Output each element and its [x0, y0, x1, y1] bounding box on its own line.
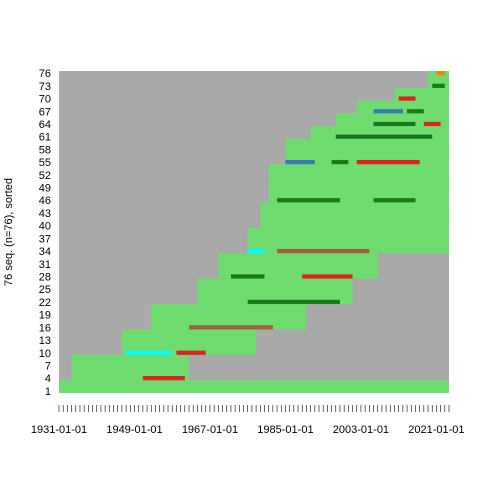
y-tick-label: 43: [39, 208, 51, 220]
seq-64-segment-1: [335, 113, 449, 127]
seq-28-segment-3: [302, 274, 353, 279]
y-tick-label: 25: [39, 284, 51, 296]
seq-55-segment-2: [285, 159, 315, 165]
seq-64-segment-2: [373, 121, 416, 127]
y-tick-label: 34: [39, 246, 51, 258]
seq-28-segment-1: [218, 253, 378, 279]
seq-46-segment-1: [268, 176, 449, 203]
seq-1-segment-1: [59, 380, 449, 393]
seq-4-segment-2: [142, 376, 185, 381]
y-tick-label: 4: [45, 373, 51, 385]
seq-61-segment-2: [335, 134, 433, 139]
y-tick-label: 73: [39, 81, 51, 93]
y-axis-title: 76 seq. (n=76), sorted: [3, 178, 15, 286]
seq-76-segment-2: [436, 71, 445, 76]
x-tick-label: 1985-01-01: [257, 424, 313, 436]
y-tick-label: 70: [39, 94, 51, 106]
seq-67-segment-2: [373, 109, 403, 114]
y-axis: 1471013161922252831343740434649525558616…: [39, 68, 51, 398]
seq-16-segment-2: [189, 325, 273, 330]
y-tick-label: 31: [39, 259, 51, 271]
x-tick-label: 1949-01-01: [106, 424, 162, 436]
y-tick-label: 49: [39, 183, 51, 195]
y-tick-label: 58: [39, 144, 51, 156]
seq-46-segment-3: [373, 198, 416, 203]
seq-73-segment-2: [432, 83, 445, 88]
seq-46-segment-2: [277, 198, 340, 203]
y-tick-label: 64: [39, 119, 51, 131]
seq-70-segment-2: [398, 96, 416, 101]
seq-34-segment-3: [277, 248, 370, 254]
y-tick-label: 61: [39, 132, 51, 144]
seq-55-segment-3: [331, 159, 349, 165]
seq-67-segment-3: [407, 109, 424, 114]
y-tick-label: 46: [39, 195, 51, 207]
y-tick-label: 7: [45, 360, 51, 372]
seq-10-segment-3: [176, 350, 206, 355]
seq-22-segment-2: [247, 299, 340, 305]
y-tick-label: 22: [39, 297, 51, 309]
x-tick-label: 2021-01-01: [408, 424, 464, 436]
seq-52-segment-1: [268, 164, 449, 177]
x-axis: 1931-01-01 1949-01-01 1967-01-01 1985-01-01…: [31, 405, 465, 436]
seq-34-segment-2: [247, 248, 265, 254]
y-tick-label: 13: [39, 335, 51, 347]
seq-64-segment-3: [423, 121, 441, 127]
y-tick-label: 40: [39, 221, 51, 233]
y-tick-label: 1: [45, 386, 51, 398]
x-tick-label: 2003-01-01: [333, 424, 389, 436]
y-tick-label: 67: [39, 106, 51, 118]
y-tick-label: 37: [39, 233, 51, 245]
seq-55-segment-4: [356, 159, 420, 165]
seq-28-segment-2: [230, 274, 265, 279]
y-tick-label: 16: [39, 322, 51, 334]
seq-40-segment-1: [260, 202, 449, 228]
y-tick-label: 10: [39, 348, 51, 360]
y-tick-label: 76: [39, 68, 51, 80]
y-tick-label: 28: [39, 271, 51, 283]
seq-34-segment-1: [247, 227, 449, 254]
y-tick-label: 52: [39, 170, 51, 182]
state-bars: [59, 71, 449, 393]
y-tick-label: 19: [39, 310, 51, 322]
x-tick-label: 1967-01-01: [182, 424, 238, 436]
x-tick-label: 1931-01-01: [31, 424, 87, 436]
y-tick-label: 55: [39, 157, 51, 169]
seq-10-segment-2: [126, 350, 173, 355]
